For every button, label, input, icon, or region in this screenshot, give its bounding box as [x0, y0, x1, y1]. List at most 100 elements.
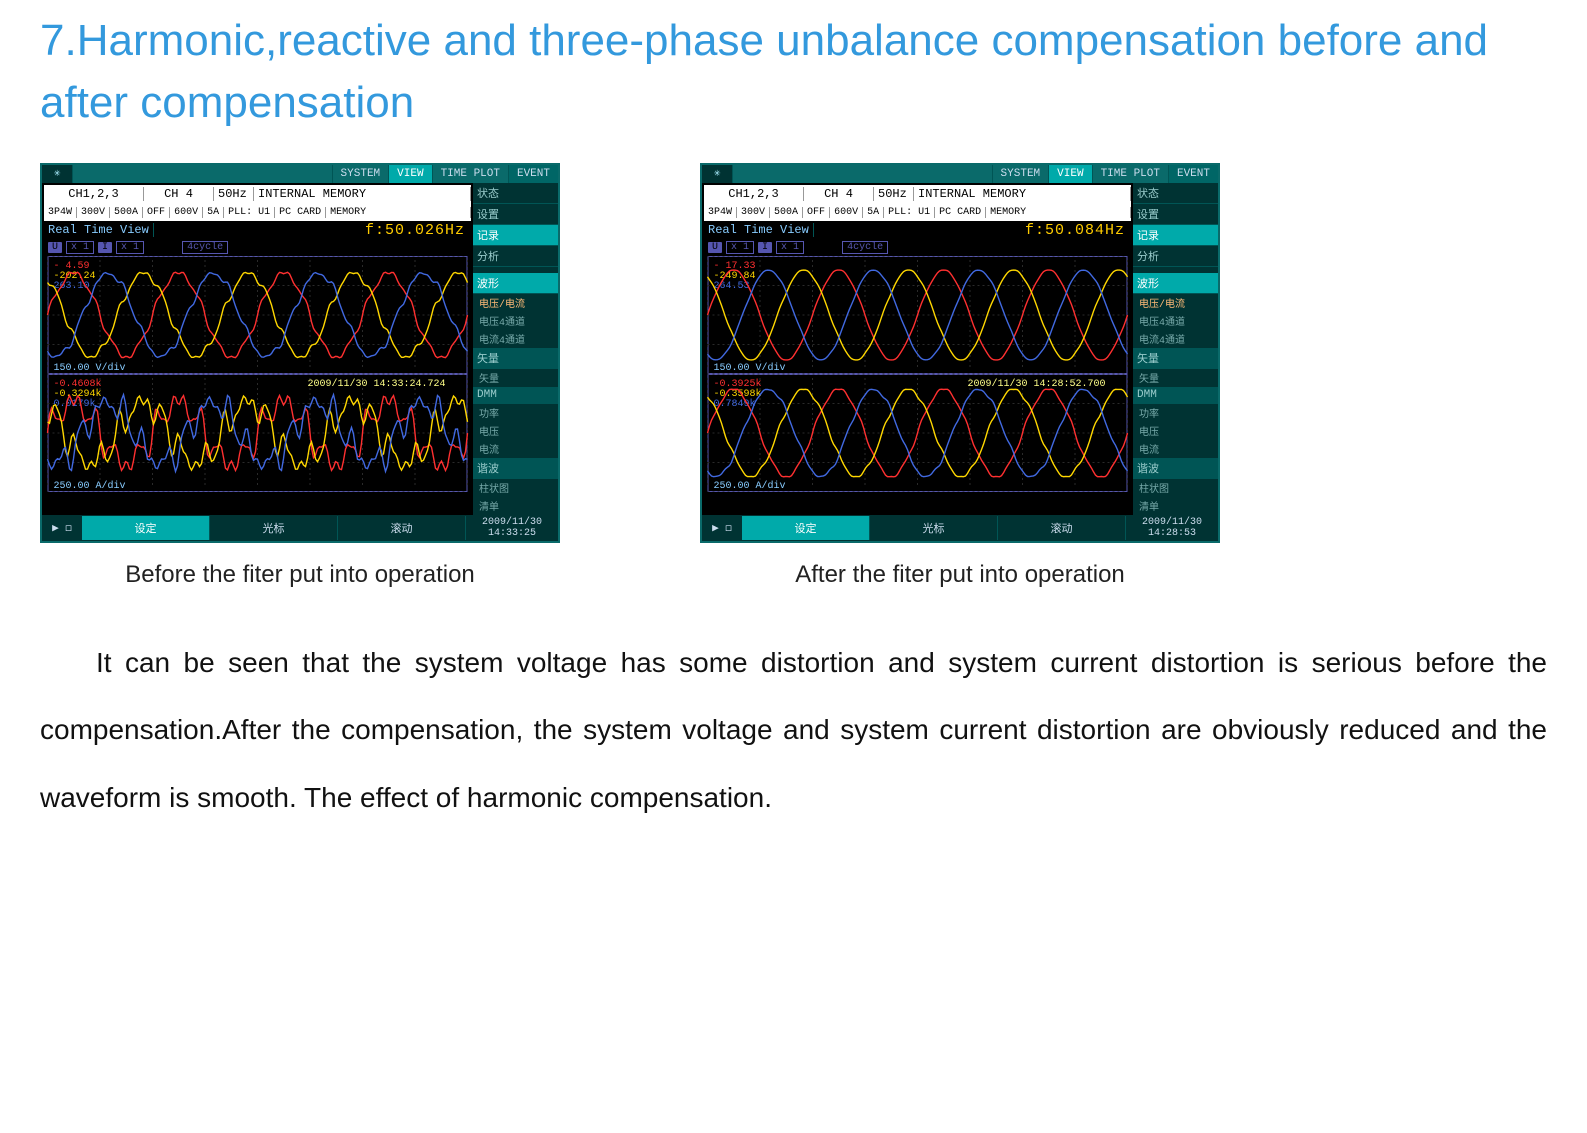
- i-pill: I: [758, 242, 772, 253]
- cfg-300v: 300V: [737, 207, 770, 218]
- wave-subhead: U x 1 I x 1 4cycle: [704, 239, 1131, 256]
- side-waveform[interactable]: 波形: [473, 273, 558, 294]
- frequency-readout: f:50.026Hz: [154, 222, 471, 239]
- side-record[interactable]: 记录: [1133, 225, 1218, 246]
- side-harm2[interactable]: 清单: [1133, 497, 1218, 515]
- footer-cursor[interactable]: 光标: [210, 516, 338, 540]
- scope-logo-icon: ✳: [42, 165, 72, 183]
- tab-timeplot[interactable]: TIME PLOT: [432, 165, 508, 183]
- oscilloscope-before: ✳ SYSTEM VIEW TIME PLOT EVENT CH1,2,3 CH…: [40, 163, 560, 543]
- page-title: 7.Harmonic,reactive and three-phase unba…: [40, 10, 1547, 133]
- play-icon[interactable]: ▶ ◻: [702, 521, 742, 535]
- tab-view[interactable]: VIEW: [388, 165, 431, 183]
- side-harm1[interactable]: 柱状图: [473, 479, 558, 497]
- side-vector[interactable]: 矢量: [1133, 348, 1218, 369]
- footer-timestamp: 2009/11/30 14:28:53: [1126, 515, 1218, 541]
- side-vu[interactable]: 电压/电流: [473, 294, 558, 312]
- footer-settei[interactable]: 设定: [82, 516, 210, 540]
- cfg-off: OFF: [803, 207, 830, 218]
- frequency-readout: f:50.084Hz: [814, 222, 1131, 239]
- tab-system[interactable]: SYSTEM: [992, 165, 1049, 183]
- side-status[interactable]: 状态: [473, 183, 558, 204]
- side-harmonic[interactable]: 谐波: [1133, 458, 1218, 479]
- side-vu[interactable]: 电压/电流: [1133, 294, 1218, 312]
- scope-sidebar: 状态 设置 记录 分析 波形 电压/电流 电压4通道 电流4通道 矢量 矢量 D…: [1133, 183, 1218, 515]
- footer-time: 14:28:53: [1128, 528, 1216, 539]
- footer-scroll[interactable]: 滚动: [338, 516, 466, 540]
- side-analyze[interactable]: 分析: [1133, 246, 1218, 267]
- mem-label: INTERNAL MEMORY: [914, 187, 1131, 201]
- scope-before-column: ✳ SYSTEM VIEW TIME PLOT EVENT CH1,2,3 CH…: [40, 163, 560, 589]
- tab-timeplot[interactable]: TIME PLOT: [1092, 165, 1168, 183]
- side-dmm1[interactable]: 功率: [473, 404, 558, 422]
- tab-event[interactable]: EVENT: [508, 165, 558, 183]
- side-analyze[interactable]: 分析: [473, 246, 558, 267]
- side-settings[interactable]: 设置: [1133, 204, 1218, 225]
- tab-system[interactable]: SYSTEM: [332, 165, 389, 183]
- cfg-3p4w: 3P4W: [704, 207, 737, 218]
- cfg-3p4w: 3P4W: [44, 207, 77, 218]
- footer-date: 2009/11/30: [1128, 517, 1216, 528]
- ch4-label: CH 4: [804, 187, 874, 201]
- side-vector-sub[interactable]: 矢量: [473, 369, 558, 387]
- current-waveform-before: -0.4608k -0.3294k 0.0179k 2009/11/30 14:…: [44, 374, 471, 492]
- footer-settei[interactable]: 设定: [742, 516, 870, 540]
- cfg-pccard: PC CARD: [275, 207, 326, 218]
- side-v4[interactable]: 电压4通道: [1133, 312, 1218, 330]
- cfg-pccard: PC CARD: [935, 207, 986, 218]
- realtime-row: Real Time View f:50.084Hz: [704, 221, 1131, 239]
- v-scale-label: 150.00 V/div: [714, 362, 786, 374]
- side-vector-sub[interactable]: 矢量: [1133, 369, 1218, 387]
- side-settings[interactable]: 设置: [473, 204, 558, 225]
- channel-header-row: CH1,2,3 CH 4 50Hz INTERNAL MEMORY: [704, 185, 1131, 203]
- side-harm1[interactable]: 柱状图: [1133, 479, 1218, 497]
- side-vector[interactable]: 矢量: [473, 348, 558, 369]
- scope-row: ✳ SYSTEM VIEW TIME PLOT EVENT CH1,2,3 CH…: [40, 163, 1547, 589]
- side-dmm3[interactable]: 电流: [473, 440, 558, 458]
- scope-after-column: ✳ SYSTEM VIEW TIME PLOT EVENT CH1,2,3 CH…: [700, 163, 1220, 589]
- tab-event[interactable]: EVENT: [1168, 165, 1218, 183]
- footer-cursor[interactable]: 光标: [870, 516, 998, 540]
- scope-topbar: ✳ SYSTEM VIEW TIME PLOT EVENT: [702, 165, 1218, 183]
- fiftyhz-label: 50Hz: [214, 187, 254, 201]
- side-dmm3[interactable]: 电流: [1133, 440, 1218, 458]
- i-scale-label: 250.00 A/div: [714, 480, 786, 492]
- cfg-600v: 600V: [830, 207, 863, 218]
- side-dmm2[interactable]: 电压: [1133, 422, 1218, 440]
- footer-timestamp: 2009/11/30 14:33:25: [466, 515, 558, 541]
- side-i4[interactable]: 电流4通道: [473, 330, 558, 348]
- i-scale-label: 250.00 A/div: [54, 480, 126, 492]
- ch123-label: CH1,2,3: [44, 187, 144, 201]
- play-icon[interactable]: ▶ ◻: [42, 521, 82, 535]
- side-dmm1[interactable]: 功率: [1133, 404, 1218, 422]
- side-dmm[interactable]: DMM: [473, 387, 558, 404]
- mem-label: INTERNAL MEMORY: [254, 187, 471, 201]
- channel-header-row2: 3P4W 300V 500A OFF 600V 5A PLL: U1 PC CA…: [44, 203, 471, 221]
- side-dmm[interactable]: DMM: [1133, 387, 1218, 404]
- channel-header-row2: 3P4W 300V 500A OFF 600V 5A PLL: U1 PC CA…: [704, 203, 1131, 221]
- plot-area: CH1,2,3 CH 4 50Hz INTERNAL MEMORY 3P4W 3…: [702, 183, 1133, 515]
- tab-view[interactable]: VIEW: [1048, 165, 1091, 183]
- realtime-label: Real Time View: [44, 223, 154, 237]
- side-status[interactable]: 状态: [1133, 183, 1218, 204]
- cfg-memory: MEMORY: [986, 207, 1131, 218]
- scope-topbar: ✳ SYSTEM VIEW TIME PLOT EVENT: [42, 165, 558, 183]
- u-pill: U: [708, 242, 722, 253]
- u-scale: x 1: [726, 241, 754, 254]
- cfg-500a: 500A: [110, 207, 143, 218]
- cycle-box: 4cycle: [182, 241, 228, 254]
- side-record[interactable]: 记录: [473, 225, 558, 246]
- i-pill: I: [98, 242, 112, 253]
- scope-logo-icon: ✳: [702, 165, 732, 183]
- u-pill: U: [48, 242, 62, 253]
- side-v4[interactable]: 电压4通道: [473, 312, 558, 330]
- scope-body: CH1,2,3 CH 4 50Hz INTERNAL MEMORY 3P4W 3…: [702, 183, 1218, 515]
- side-dmm2[interactable]: 电压: [473, 422, 558, 440]
- side-i4[interactable]: 电流4通道: [1133, 330, 1218, 348]
- side-harm2[interactable]: 清单: [473, 497, 558, 515]
- footer-scroll[interactable]: 滚动: [998, 516, 1126, 540]
- cfg-600v: 600V: [170, 207, 203, 218]
- side-harmonic[interactable]: 谐波: [473, 458, 558, 479]
- i-scale: x 1: [776, 241, 804, 254]
- side-waveform[interactable]: 波形: [1133, 273, 1218, 294]
